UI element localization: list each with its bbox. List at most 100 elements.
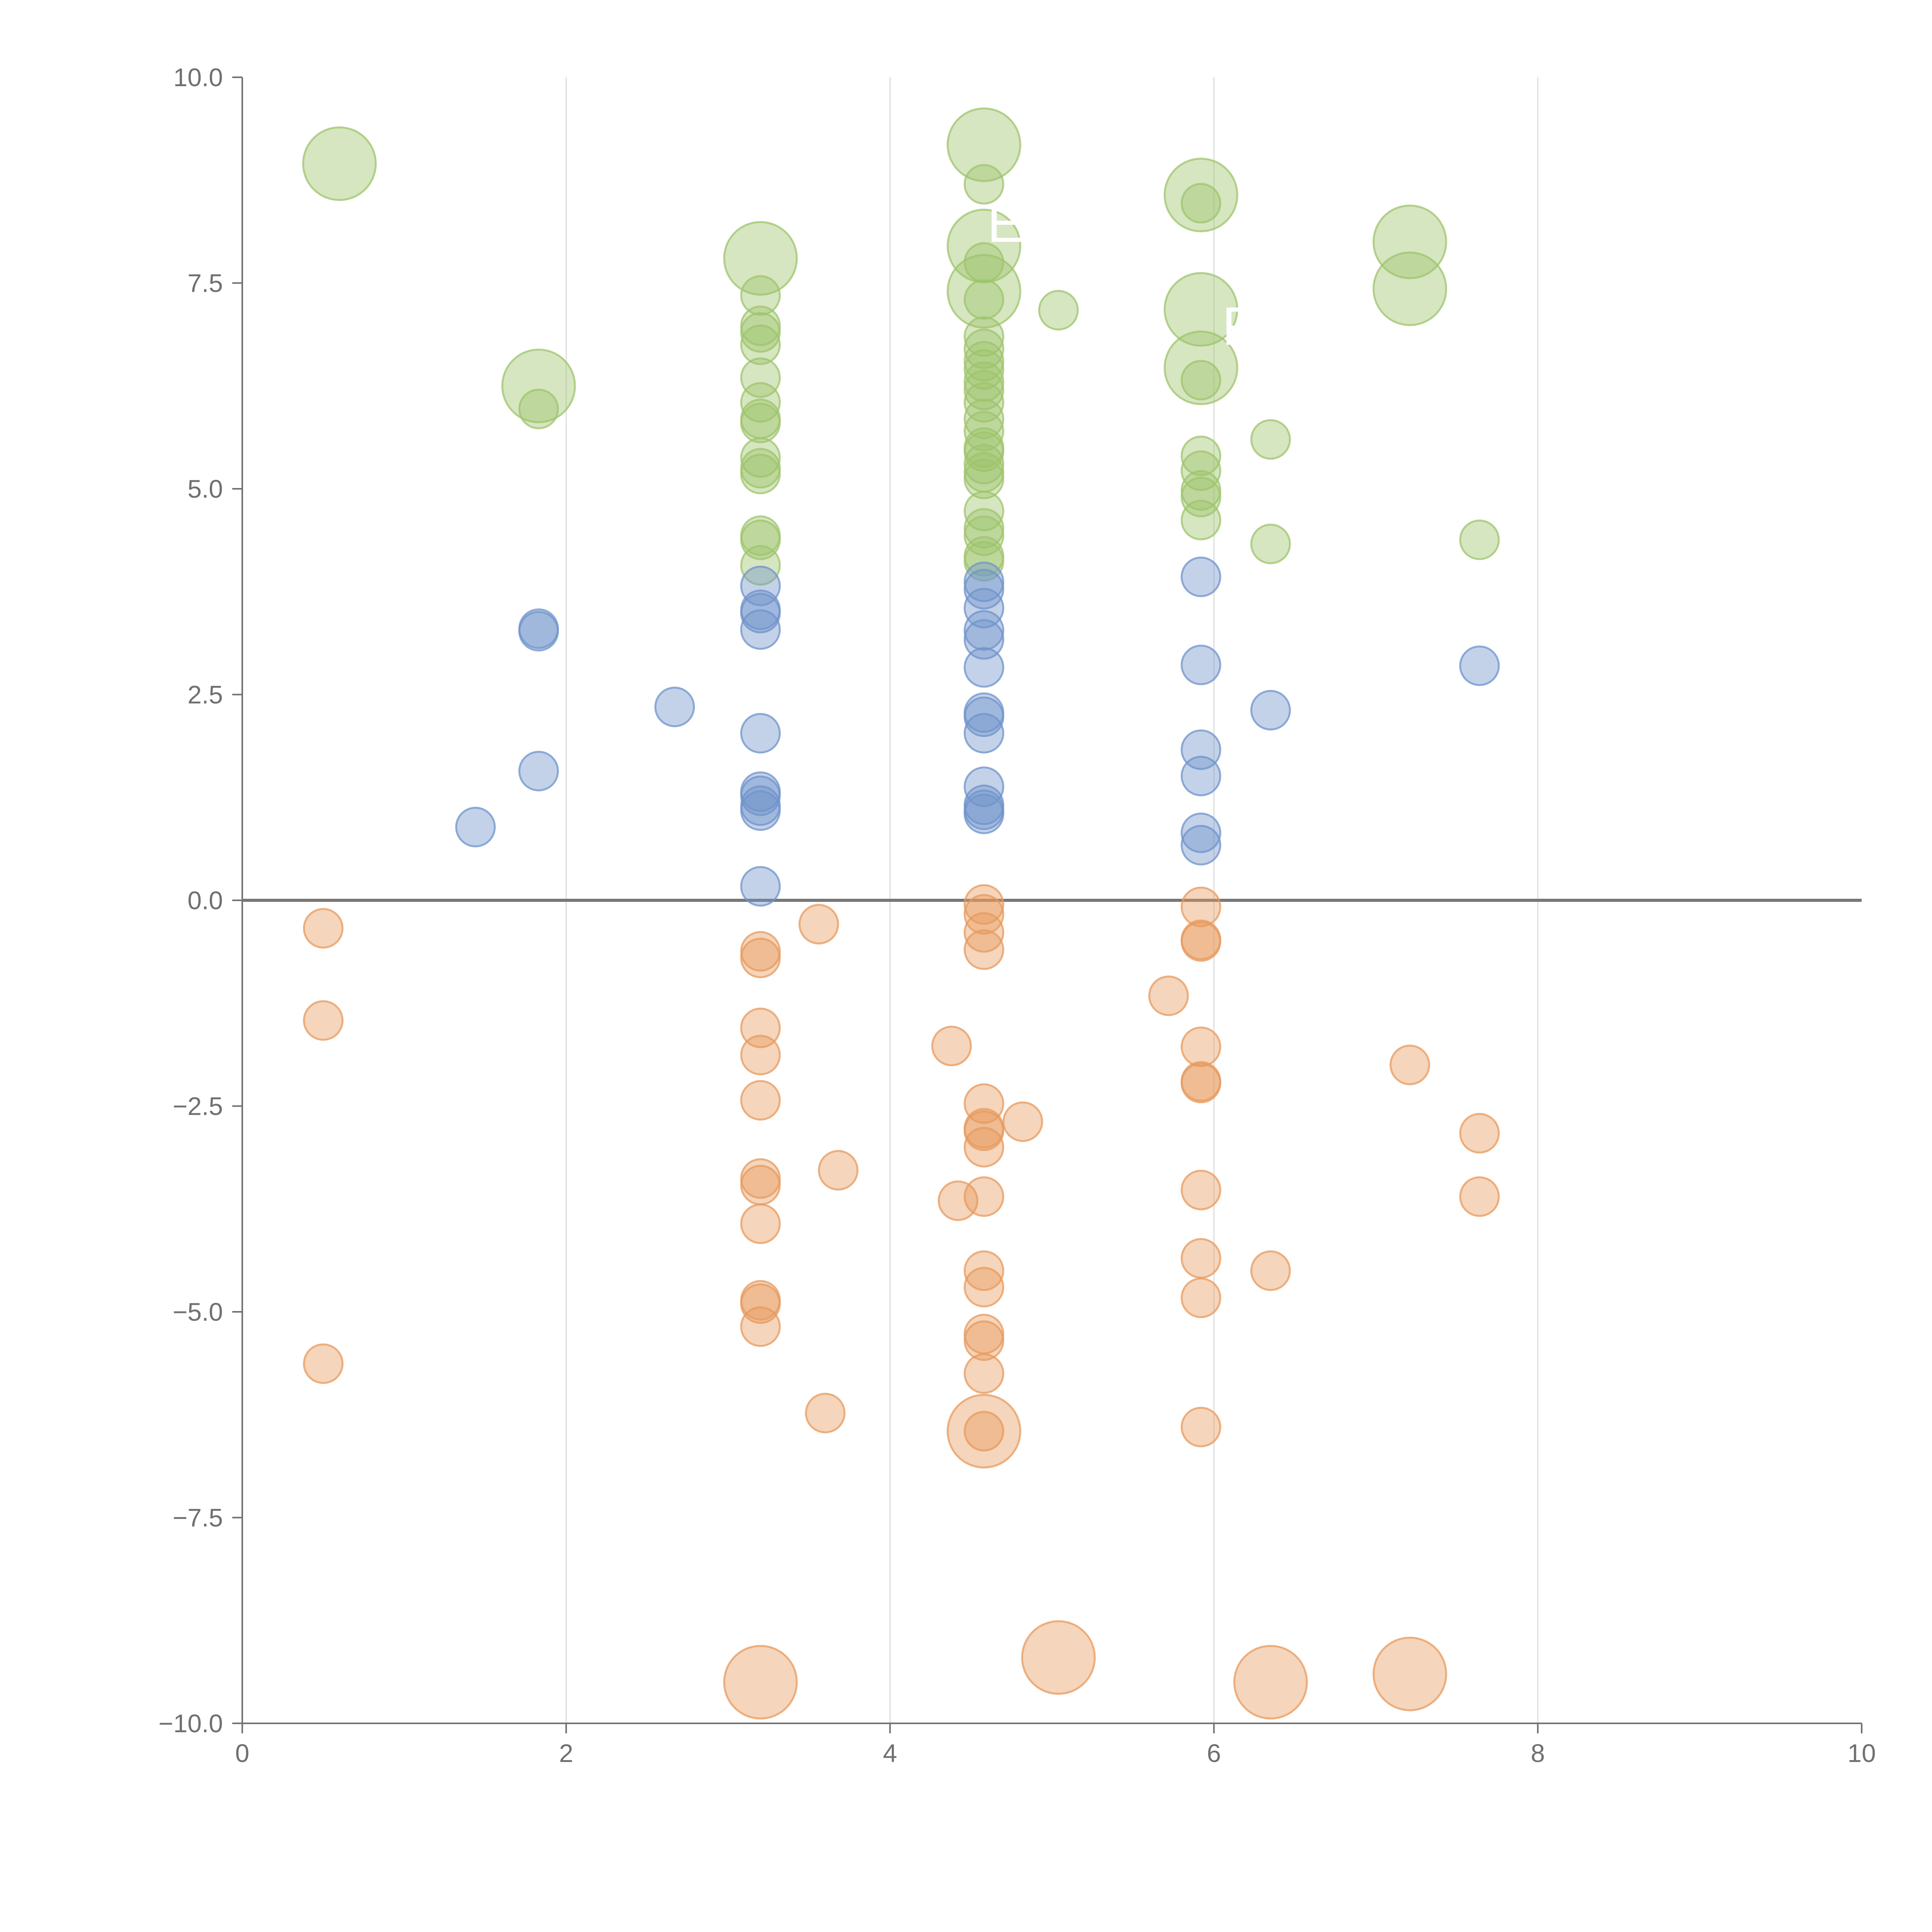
- x-tick-label: 0: [235, 1739, 250, 1767]
- data-point-blue: [518, 751, 559, 792]
- y-tick-label: −7.5: [173, 1503, 223, 1532]
- data-point-green: [963, 398, 1004, 439]
- data-point-orange: [1180, 1063, 1221, 1104]
- data-point-green: [963, 541, 1004, 582]
- data-point-orange: [946, 1394, 1021, 1469]
- data-point-green: [1180, 476, 1221, 517]
- data-point-orange: [963, 1127, 1004, 1168]
- data-point-orange: [303, 908, 344, 949]
- callout-labels: EN F L H C: [793, 193, 1255, 1685]
- data-point-green: [963, 349, 1004, 390]
- data-point-orange: [963, 1176, 1004, 1217]
- data-point-orange: [963, 1320, 1004, 1361]
- callout-label: F: [1222, 296, 1255, 356]
- data-point-orange: [740, 1165, 781, 1206]
- data-point-green: [963, 411, 1004, 452]
- data-point-green: [723, 221, 798, 296]
- data-point-green: [963, 242, 1004, 283]
- data-point-green: [963, 491, 1004, 532]
- data-point-blue: [740, 609, 781, 650]
- data-point-orange: [1180, 1406, 1221, 1447]
- data-point-green: [963, 458, 1004, 499]
- tick-labels: 0 2 4 6 8 10 10.0 7.5 5.0 2.5 0.0 −2.5 −5.0 −7.5 −10.0: [158, 63, 1876, 1767]
- x-tick-label: 6: [1207, 1739, 1221, 1767]
- data-point-blue: [963, 696, 1004, 737]
- data-point-orange: [1180, 1238, 1221, 1279]
- y-tick-label: 10.0: [173, 63, 223, 92]
- data-point-blue: [963, 713, 1004, 754]
- data-point-orange: [1180, 1170, 1221, 1211]
- data-point-green: [963, 316, 1004, 357]
- data-point-green: [740, 312, 781, 353]
- data-point-orange: [963, 1353, 1004, 1394]
- data-point-green: [740, 437, 781, 478]
- data-point-orange: [740, 1283, 781, 1324]
- data-point-orange: [963, 1110, 1004, 1151]
- data-point-green: [963, 164, 1004, 205]
- data-point-orange: [1180, 921, 1221, 962]
- data-point-blue: [740, 713, 781, 754]
- data-point-blue: [1180, 825, 1221, 866]
- data-point-orange: [818, 1150, 859, 1191]
- data-point-orange: [931, 1026, 972, 1066]
- data-point-orange: [1180, 886, 1221, 927]
- data-point-green: [963, 279, 1004, 320]
- data-point-green: [1180, 183, 1221, 224]
- data-point-orange: [1002, 1101, 1043, 1142]
- data-point-green: [963, 369, 1004, 410]
- data-point-blue: [963, 619, 1004, 660]
- y-tick-label: −5.0: [173, 1298, 223, 1326]
- data-point-green: [963, 382, 1004, 423]
- data-point-orange: [740, 937, 781, 978]
- data-point-green: [302, 126, 377, 201]
- data-point-orange: [740, 1203, 781, 1244]
- x-tick-label: 10: [1847, 1739, 1876, 1767]
- data-point-orange: [1148, 975, 1189, 1016]
- y-tick-label: 0.0: [187, 886, 223, 915]
- data-point-green: [1372, 251, 1447, 326]
- x-tick-label: 8: [1531, 1739, 1545, 1767]
- data-point-orange: [1021, 1620, 1096, 1695]
- data-point-green: [963, 341, 1004, 382]
- data-point-orange: [963, 1411, 1004, 1452]
- data-point-green: [1163, 158, 1238, 233]
- data-point-blue: [740, 790, 781, 831]
- data-point-green: [963, 444, 1004, 485]
- data-point-green: [740, 545, 781, 586]
- data-point-blue: [740, 866, 781, 907]
- data-points: [302, 107, 1500, 1719]
- data-point-orange: [805, 1393, 846, 1434]
- callout-label: H: [1100, 1600, 1139, 1661]
- data-point-blue: [963, 793, 1004, 834]
- data-point-green: [740, 324, 781, 365]
- data-point-orange: [963, 884, 1004, 925]
- y-tick-label: 2.5: [187, 680, 223, 709]
- data-point-orange: [1180, 1026, 1221, 1067]
- data-point-orange: [740, 1306, 781, 1347]
- y-tick-label: −2.5: [173, 1092, 223, 1121]
- data-point-green: [740, 275, 781, 316]
- data-point-green: [740, 357, 781, 398]
- data-point-green: [1163, 272, 1238, 347]
- data-point-green: [1180, 360, 1221, 401]
- data-point-orange: [963, 929, 1004, 970]
- data-point-blue: [963, 610, 1004, 651]
- data-point-blue: [740, 775, 781, 816]
- data-point-green: [740, 454, 781, 495]
- data-point-orange: [740, 1080, 781, 1121]
- data-point-blue: [1180, 645, 1221, 685]
- x-tick-label: 2: [559, 1739, 573, 1767]
- data-point-green: [1180, 435, 1221, 476]
- data-point-orange: [1459, 1176, 1500, 1217]
- data-point-orange: [963, 894, 1004, 935]
- data-point-orange: [963, 1267, 1004, 1308]
- data-point-blue: [654, 686, 695, 727]
- data-point-orange: [798, 904, 839, 945]
- data-point-blue: [1459, 645, 1500, 686]
- data-point-orange: [1233, 1645, 1308, 1719]
- data-point-orange: [963, 912, 1004, 953]
- data-point-blue: [455, 806, 496, 847]
- data-point-green: [1250, 419, 1291, 460]
- y-tick-label: 5.0: [187, 474, 223, 503]
